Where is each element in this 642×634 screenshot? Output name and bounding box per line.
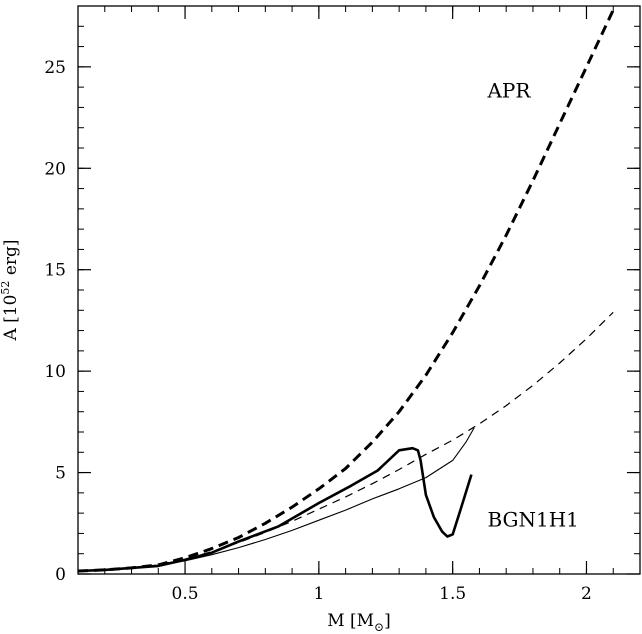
y-tick-label: 15	[44, 261, 66, 281]
x-tick-label: 2	[581, 584, 592, 604]
x-tick-label: 1.5	[439, 584, 466, 604]
x-tick-label: 1	[313, 584, 324, 604]
y-tick-label: 10	[44, 362, 66, 382]
x-axis-label-close: ]	[384, 611, 391, 631]
y-axis-label-main: A [10	[1, 295, 21, 342]
y-axis-label-sup: 52	[0, 281, 12, 295]
x-axis-label-main: M [M	[327, 611, 374, 631]
plot-frame	[77, 5, 641, 575]
series-line-thin-dashed	[77, 311, 614, 572]
y-tick-label: 5	[55, 464, 66, 484]
series-line-thin-solid	[77, 427, 475, 572]
axis-ticks	[77, 5, 641, 575]
series-layer	[77, 9, 615, 573]
x-axis-label-sub: ⊙	[374, 620, 384, 634]
x-axis-label: M [M⊙]	[327, 611, 391, 634]
y-axis-label: A [1052 erg]	[0, 239, 21, 341]
x-tick-label: 0.5	[172, 584, 199, 604]
y-axis-label-rest: erg]	[1, 239, 21, 280]
annotation-apr: APR	[486, 78, 531, 102]
y-tick-label: 25	[44, 58, 66, 78]
annotation-bgn1h1: BGN1H1	[487, 507, 578, 531]
series-line-thick-solid	[77, 446, 473, 573]
y-tick-label: 0	[55, 565, 66, 585]
y-tick-label: 20	[44, 159, 66, 179]
series-line-thick-dashed	[77, 9, 615, 573]
